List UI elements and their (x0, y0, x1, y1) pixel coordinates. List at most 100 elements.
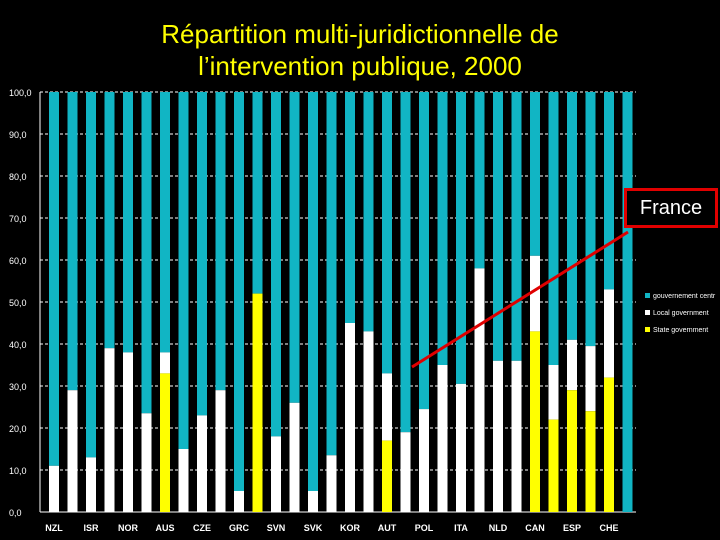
x-tick-label: CAN (525, 523, 545, 533)
y-tick-label: 20,0 (9, 424, 27, 434)
bar-unlabeled (67, 92, 78, 512)
bar-segment-local (67, 390, 78, 512)
bar-segment-central (456, 92, 466, 384)
bar-segment-central (160, 92, 170, 353)
bar-segment-local (197, 415, 207, 512)
bar-unlabeled (289, 92, 300, 512)
bar-segment-central (289, 92, 300, 403)
bar-NZL (49, 92, 59, 512)
bar-segment-local (326, 455, 337, 512)
bar-segment-central (604, 92, 614, 290)
y-tick-label: 50,0 (9, 298, 27, 308)
bar-POL (419, 92, 429, 512)
bar-AUS (160, 92, 170, 512)
france-callout: France (624, 188, 718, 228)
bar-segment-central (326, 92, 337, 456)
bar-ESP (567, 92, 577, 512)
bar-segment-local (86, 457, 96, 512)
x-tick-label: AUT (378, 523, 397, 533)
bar-segment-central (123, 92, 133, 353)
x-axis: NZL ISR NOR AUS CZE GRC SVN SVK KOR AUT POL ITA NLD C… (45, 523, 618, 533)
x-tick-label: CZE (193, 523, 211, 533)
bar-CZE (197, 92, 207, 512)
bar-segment-central (234, 92, 244, 491)
y-tick-label: 10,0 (9, 466, 27, 476)
bar-segment-local (530, 255, 540, 332)
x-tick-label: ISR (83, 523, 99, 533)
x-tick-label: NLD (489, 523, 508, 533)
bar-segment-central (585, 92, 596, 347)
bar-segment-central (622, 92, 633, 512)
bar-segment-central (493, 92, 503, 361)
bar-unlabeled (141, 92, 152, 512)
bar-NLD (493, 92, 503, 512)
y-tick-label: 70,0 (9, 214, 27, 224)
bar-segment-central (363, 92, 374, 332)
legend-swatch (645, 327, 650, 332)
bar-segment-state (585, 411, 596, 512)
x-tick-label: ESP (563, 523, 581, 533)
bar-SVN (271, 92, 281, 512)
y-tick-label: 100,0 (9, 88, 32, 98)
legend-label: Local government (653, 310, 709, 317)
bar-unlabeled (585, 92, 596, 512)
bar-unlabeled (252, 92, 263, 512)
bar-segment-local (567, 339, 577, 391)
france-callout-label: France (639, 197, 703, 219)
x-tick-label: KOR (340, 523, 361, 533)
bar-segment-central (400, 92, 411, 433)
bar-AUT (382, 92, 392, 512)
france-arrow (411, 230, 629, 369)
bar-CAN (530, 92, 540, 512)
bar-segment-local (400, 432, 411, 512)
bar-segment-local (604, 289, 614, 378)
bar-segment-local (382, 373, 392, 441)
bar-segment-central (215, 92, 226, 391)
bar-segment-local (474, 268, 485, 512)
y-tick-label: 30,0 (9, 382, 27, 392)
chart-title-line-2: l’intervention publique, 2000 (198, 51, 522, 81)
bar-segment-central (419, 92, 429, 410)
bar-segment-central (308, 92, 318, 491)
bar-GRC (234, 92, 244, 512)
bar-unlabeled (622, 92, 633, 512)
bar-segment-state (567, 390, 577, 512)
bar-segment-central (474, 92, 485, 269)
bar-segment-local (234, 491, 244, 512)
bar-unlabeled (548, 92, 559, 512)
bar-segment-state (604, 377, 614, 512)
x-tick-label: ITA (454, 523, 468, 533)
y-axis: 0,0 10,0 20,0 30,0 40,0 50,0 60,0 70,0 80,0 90,0 1… (9, 88, 636, 518)
legend: gouvernement centr Local government State … (645, 293, 716, 334)
bar-segment-local (104, 348, 115, 512)
bar-NOR (123, 92, 133, 512)
bar-segment-local (493, 360, 503, 512)
bar-segment-central (530, 92, 540, 256)
bar-segment-central (49, 92, 59, 466)
bar-CHE (604, 92, 614, 512)
y-tick-label: 0,0 (9, 508, 22, 518)
bar-segment-central (382, 92, 392, 374)
y-tick-label: 80,0 (9, 172, 27, 182)
bar-segment-local (178, 449, 189, 512)
bar-segment-local (141, 413, 152, 512)
chart-title: Répartition multi-juridictionnelle de l’… (40, 18, 680, 82)
bar-segment-local (456, 383, 466, 512)
y-tick-label: 60,0 (9, 256, 27, 266)
x-tick-label: SVN (267, 523, 286, 533)
chart-title-line-1: Répartition multi-juridictionnelle de (161, 19, 559, 49)
bar-segment-central (86, 92, 96, 458)
bar-segment-local (271, 436, 281, 512)
bar-segment-local (289, 402, 300, 512)
bar-segment-central (178, 92, 189, 449)
bar-unlabeled (474, 92, 485, 512)
legend-label: gouvernement centr (653, 293, 716, 300)
bar-SVK (308, 92, 318, 512)
legend-label: State government (653, 327, 708, 334)
bar-segment-central (141, 92, 152, 414)
bar-segment-local (548, 365, 559, 420)
bar-unlabeled (326, 92, 337, 512)
bar-segment-central (548, 92, 559, 365)
bar-unlabeled (437, 92, 448, 512)
